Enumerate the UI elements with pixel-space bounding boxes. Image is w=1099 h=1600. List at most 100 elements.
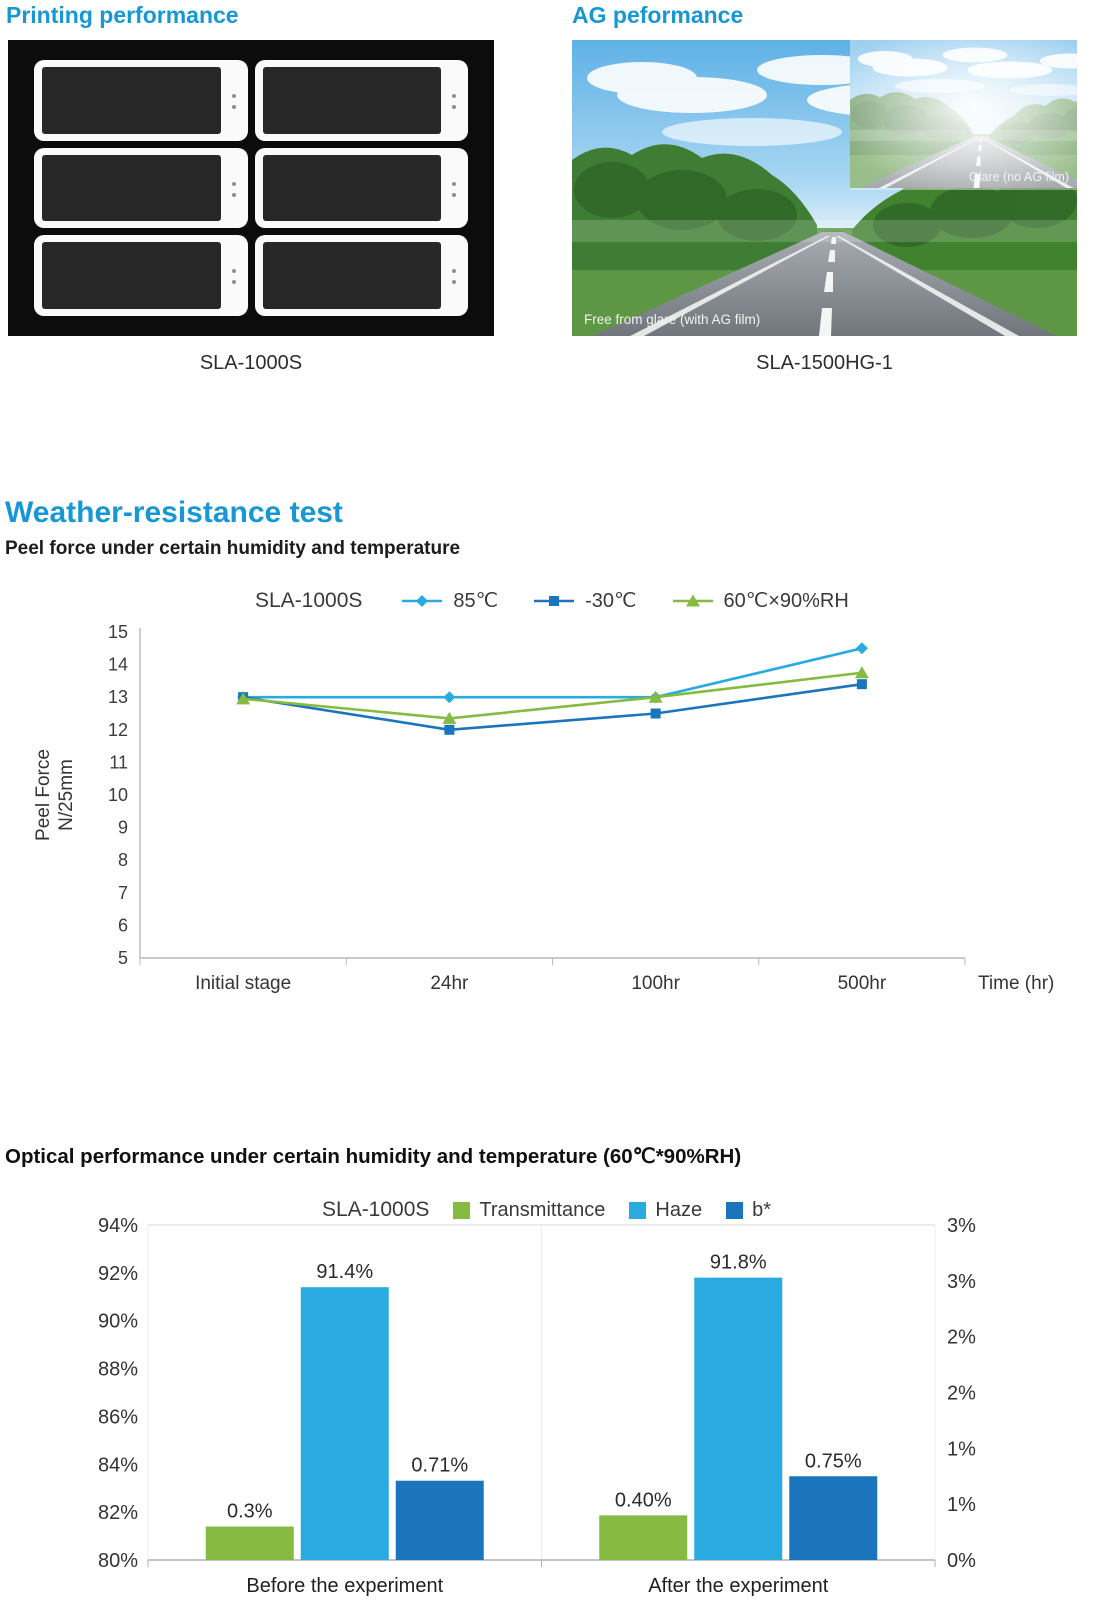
legend-swatch-icon <box>453 1201 471 1219</box>
y-tick-label: 8 <box>118 850 128 870</box>
y-tick-label: 9 <box>118 818 128 838</box>
phone-screen <box>42 242 221 309</box>
right-axis-tick: 1% <box>947 1494 976 1516</box>
bar-value-label: 0.75% <box>805 1450 862 1472</box>
phone-sensor-dot <box>452 181 456 186</box>
line-chart-title: SLA-1000S <box>255 588 363 612</box>
printing-sample-photo <box>8 40 494 336</box>
ag-road-photo: Free from glare (with AG film) Glare (no… <box>572 40 1077 336</box>
left-axis-tick: 82% <box>98 1502 138 1524</box>
square-marker-icon <box>534 595 575 606</box>
bar-series0-group1 <box>599 1515 688 1560</box>
bar-legend-item-1: Haze <box>629 1199 702 1222</box>
line-series-2 <box>236 666 869 724</box>
right-axis-tick: 3% <box>947 1271 976 1293</box>
x-tick-label: 24hr <box>430 973 469 994</box>
phone-sensor-dot <box>452 105 456 110</box>
y-axis-title: Peel Force N/25mm <box>33 749 77 841</box>
phone-sensor-dot <box>231 192 236 197</box>
left-axis-tick: 94% <box>98 1215 138 1237</box>
with-ag-film-label: Free from glare (with AG film) <box>584 312 760 327</box>
phone-sensor-dot <box>452 269 456 274</box>
phone-screen <box>42 67 221 134</box>
optical-bar-chart: 94% 92% 90% 88% 86% 84% 82% 80% 3% 3% 2% 2% 1% 1% 0% 0.… <box>98 1215 976 1597</box>
peel-force-line-chart: 15 14 13 12 11 10 9 8 7 6 5 Initial stage 24hr 100hr 5… <box>33 622 1054 994</box>
phone-sample <box>34 60 248 141</box>
phone-sample <box>34 147 248 229</box>
y-tick-label: 13 <box>108 687 128 707</box>
phone-sample <box>254 147 468 229</box>
phone-screen <box>262 154 441 222</box>
legend-label: Haze <box>655 1198 703 1221</box>
right-axis-tick: 1% <box>947 1438 976 1460</box>
bar-category-label: Before the experiment <box>246 1575 443 1597</box>
line-chart-header: SLA-1000S 85℃ -30℃ 60℃×90%RH <box>255 588 849 613</box>
x-axis-title: Time (hr) <box>978 973 1054 994</box>
legend-swatch-icon <box>726 1201 744 1219</box>
phone-sample <box>254 235 468 316</box>
x-tick-label: Initial stage <box>195 973 291 994</box>
phone-sensor-dot <box>231 280 236 285</box>
triangle-marker-icon <box>672 594 713 606</box>
printing-performance-heading: Printing performance <box>6 2 239 28</box>
phone-sensor-dot <box>231 93 236 98</box>
right-axis-tick: 0% <box>947 1550 976 1572</box>
legend-label: b* <box>752 1198 771 1221</box>
phone-sensor-dot <box>231 269 236 274</box>
glare-inset <box>850 40 1077 190</box>
x-tick-label: 500hr <box>838 973 887 994</box>
bar-series2-group0 <box>395 1480 484 1560</box>
line-chart-legend: 85℃ -30℃ 60℃×90%RH <box>400 588 849 613</box>
bar-value-label: 0.3% <box>227 1501 273 1523</box>
y-tick-label: 10 <box>108 785 128 805</box>
optical-performance-heading: Optical performance under certain humidi… <box>5 1145 742 1168</box>
legend-label: -30℃ <box>585 590 637 612</box>
y-tick-label: 6 <box>118 915 128 935</box>
bar-value-label: 0.40% <box>615 1489 672 1511</box>
ag-performance-heading: AG peformance <box>572 2 744 28</box>
no-ag-film-label: Glare (no AG film) <box>969 170 1069 184</box>
y-tick-label: 5 <box>118 948 128 968</box>
phone-sensor-dot <box>452 93 456 98</box>
bar-value-label: 91.8% <box>710 1252 767 1274</box>
y-tick-label: 7 <box>118 883 128 903</box>
bar-series1-group1 <box>694 1277 783 1560</box>
bar-chart-title: SLA-1000S <box>322 1198 430 1221</box>
line-series-0 <box>237 642 868 704</box>
phone-sensor-dot <box>231 181 236 186</box>
y-tick-label: 14 <box>108 655 128 675</box>
bar-series0-group0 <box>205 1526 294 1560</box>
bar-chart-header: SLA-1000S Transmittance Haze b* <box>322 1198 771 1222</box>
ag-caption: SLA-1500HG-1 <box>756 352 893 374</box>
x-tick-label: 100hr <box>631 973 680 994</box>
bar-chart-legend: Transmittance Haze b* <box>453 1199 771 1222</box>
left-axis-tick: 90% <box>98 1311 138 1333</box>
y-tick-label: 15 <box>108 622 128 642</box>
left-axis-tick: 84% <box>98 1454 138 1476</box>
left-axis-tick: 86% <box>98 1406 138 1428</box>
line-legend-item-1: -30℃ <box>532 588 637 613</box>
legend-label: 60℃×90%RH <box>723 590 849 612</box>
bar-value-label: 91.4% <box>316 1261 373 1283</box>
right-axis-tick: 2% <box>947 1327 976 1349</box>
line-legend-item-2: 60℃×90%RH <box>671 588 849 613</box>
left-axis-tick: 80% <box>98 1550 138 1572</box>
phone-sensor-dot <box>231 105 236 110</box>
diamond-marker-icon <box>402 594 443 607</box>
y-tick-label: 11 <box>109 752 128 772</box>
phone-sample <box>254 60 468 141</box>
phone-sample <box>34 235 248 316</box>
y-tick-label: 12 <box>108 720 128 740</box>
legend-label: Transmittance <box>479 1198 606 1221</box>
bar-series1-group0 <box>300 1287 389 1560</box>
bar-legend-item-2: b* <box>726 1199 771 1222</box>
phone-sensor-dot <box>452 280 456 285</box>
line-legend-item-0: 85℃ <box>400 588 498 613</box>
bar-legend-item-0: Transmittance <box>453 1199 605 1222</box>
peel-force-subtitle: Peel force under certain humidity and te… <box>5 538 461 559</box>
left-axis-tick: 92% <box>98 1263 138 1285</box>
printing-caption: SLA-1000S <box>199 352 303 374</box>
bar-category-label: After the experiment <box>648 1575 829 1597</box>
phone-screen <box>42 154 221 222</box>
